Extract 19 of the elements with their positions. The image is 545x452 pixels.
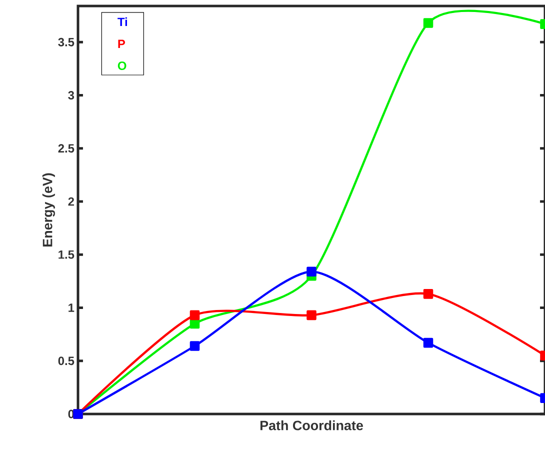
x-axis-title: Path Coordinate bbox=[260, 420, 363, 430]
y-tick-label: 3 bbox=[68, 91, 74, 100]
y-tick-label: 1 bbox=[68, 304, 74, 312]
y-tick-label: 1.5 bbox=[58, 250, 74, 259]
y-axis-title: Energy (eV) bbox=[42, 173, 55, 246]
text: Ti bbox=[118, 17, 128, 26]
point bbox=[190, 310, 200, 320]
point bbox=[423, 338, 434, 348]
point bbox=[306, 266, 316, 277]
point bbox=[423, 289, 434, 299]
text: O bbox=[118, 62, 126, 70]
point bbox=[306, 310, 316, 320]
text: P bbox=[118, 40, 126, 48]
y-tick-label: 3.5 bbox=[58, 38, 74, 46]
point bbox=[190, 341, 200, 351]
y-tick-label: 2 bbox=[68, 197, 74, 206]
y-tick-label: 2.5 bbox=[58, 144, 74, 153]
y-tick-label: 0.5 bbox=[58, 356, 74, 366]
point bbox=[423, 18, 434, 28]
